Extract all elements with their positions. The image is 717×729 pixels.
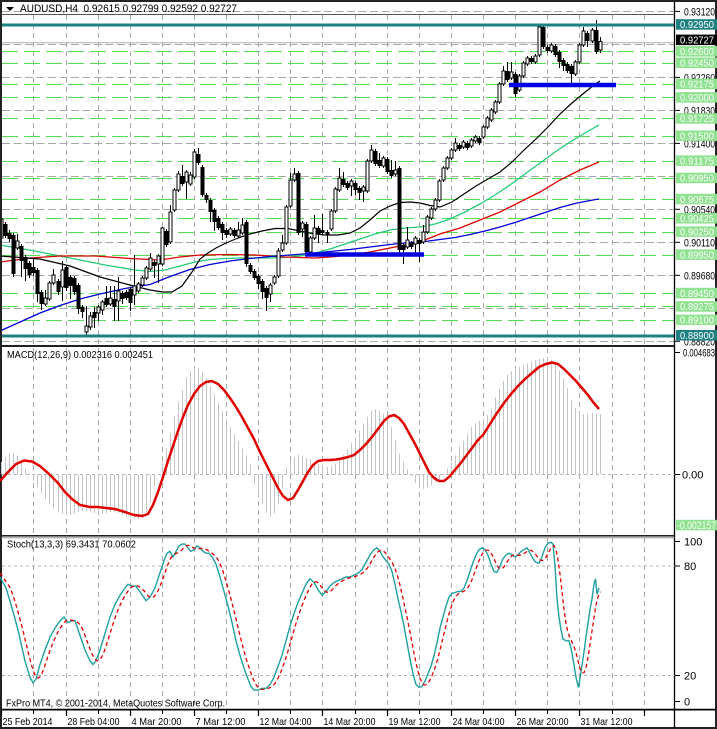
svg-text:0.93120: 0.93120 [684, 6, 715, 18]
svg-text:14 Mar 20:00: 14 Mar 20:00 [324, 716, 376, 728]
svg-text:0.91400: 0.91400 [684, 138, 715, 150]
svg-text:0.92175: 0.92175 [680, 79, 714, 91]
svg-text:FxPro MT4, © 2001-2014, MetaQu: FxPro MT4, © 2001-2014, MetaQuotes Softw… [6, 698, 225, 710]
svg-text:0.90250: 0.90250 [680, 226, 714, 238]
svg-text:7 Mar 12:00: 7 Mar 12:00 [196, 716, 246, 728]
svg-text:31 Mar 12:00: 31 Mar 12:00 [581, 716, 633, 728]
svg-text:25 Feb 2014: 25 Feb 2014 [3, 716, 53, 728]
svg-text:24 Mar 04:00: 24 Mar 04:00 [453, 716, 505, 728]
svg-text:0.92000: 0.92000 [680, 92, 714, 104]
svg-text:12 Mar 04:00: 12 Mar 04:00 [260, 716, 312, 728]
svg-text:0.00: 0.00 [682, 470, 703, 482]
svg-text:0.89950: 0.89950 [680, 249, 714, 261]
svg-text:0.92600: 0.92600 [680, 46, 714, 58]
svg-text:0.90425: 0.90425 [680, 213, 714, 225]
svg-text:AUDUSD,H4 0.92615 0.92799 0.9: AUDUSD,H4 0.92615 0.92799 0.92592 0.9272… [20, 3, 237, 15]
svg-text:0.92950: 0.92950 [680, 19, 714, 31]
svg-text:0.89680: 0.89680 [684, 270, 715, 282]
svg-text:0.91175: 0.91175 [680, 155, 714, 167]
svg-text:20: 20 [684, 671, 696, 683]
svg-text:MACD(12,26,9) 0.002316 0.00245: MACD(12,26,9) 0.002316 0.002451 [7, 349, 153, 361]
svg-text:0.004683: 0.004683 [683, 348, 715, 360]
svg-text:0.89275: 0.89275 [680, 301, 714, 313]
svg-text:0.92727: 0.92727 [680, 35, 714, 47]
svg-text:80: 80 [684, 561, 696, 573]
svg-text:-0.002157: -0.002157 [677, 520, 716, 532]
svg-text:28 Feb 04:00: 28 Feb 04:00 [68, 716, 120, 728]
svg-text:0.88900: 0.88900 [680, 330, 714, 342]
svg-text:26 Mar 20:00: 26 Mar 20:00 [517, 716, 569, 728]
svg-text:0.91725: 0.91725 [680, 113, 714, 125]
svg-text:0.90950: 0.90950 [680, 173, 714, 185]
svg-text:0.91500: 0.91500 [680, 131, 714, 143]
svg-text:0.90110: 0.90110 [684, 237, 715, 249]
svg-text:4 Mar 20:00: 4 Mar 20:00 [132, 716, 182, 728]
svg-text:100: 100 [684, 537, 702, 549]
svg-text:0.90675: 0.90675 [680, 194, 714, 206]
svg-text:Stoch(13,3,3) 69.3431 70.0602: Stoch(13,3,3) 69.3431 70.0602 [7, 539, 136, 551]
svg-text:0.92450: 0.92450 [680, 58, 714, 70]
svg-text:19 Mar 12:00: 19 Mar 12:00 [389, 716, 441, 728]
svg-text:0.89450: 0.89450 [680, 288, 714, 300]
svg-text:0: 0 [684, 697, 690, 709]
svg-text:0.89100: 0.89100 [680, 315, 714, 327]
